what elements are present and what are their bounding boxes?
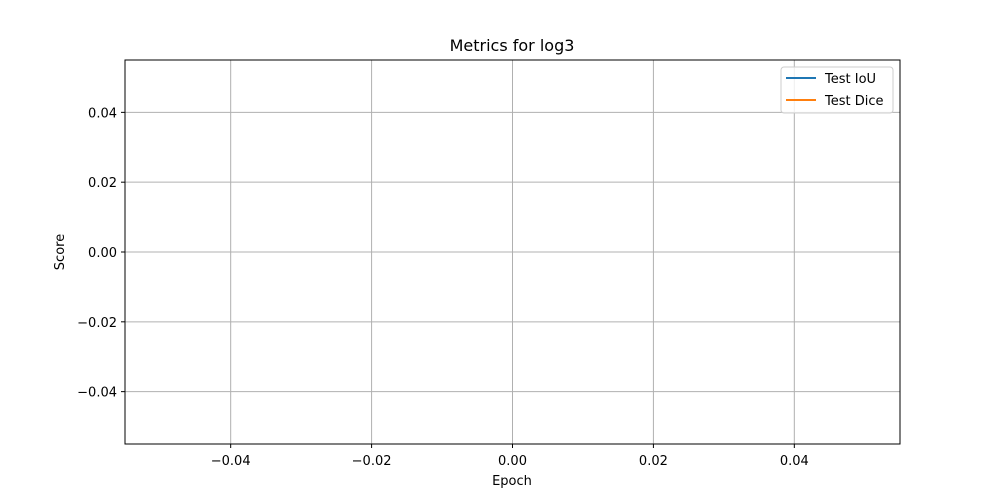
x-tick-label: 0.02 [639, 454, 668, 469]
y-tick-label: 0.04 [88, 106, 117, 121]
y-tick-label: 0.00 [88, 246, 117, 261]
legend: Test IoU Test Dice [780, 66, 894, 114]
x-axis-ticks: −0.04 −0.02 0.00 0.02 0.04 [211, 444, 809, 469]
chart-title: Metrics for log3 [450, 36, 575, 55]
y-tick-label: −0.04 [77, 386, 117, 401]
x-tick-label: −0.04 [211, 454, 251, 469]
y-axis-label: Score [53, 234, 68, 270]
legend-label: Test IoU [824, 72, 876, 87]
legend-label: Test Dice [824, 94, 884, 109]
x-tick-label: 0.04 [780, 454, 809, 469]
y-axis-ticks: −0.04 −0.02 0.00 0.02 0.04 [77, 106, 125, 401]
y-tick-label: −0.02 [77, 316, 117, 331]
grid [125, 60, 900, 444]
x-tick-label: 0.00 [498, 454, 527, 469]
x-axis-label: Epoch [492, 474, 532, 489]
y-tick-label: 0.02 [88, 176, 117, 191]
x-tick-label: −0.02 [352, 454, 392, 469]
